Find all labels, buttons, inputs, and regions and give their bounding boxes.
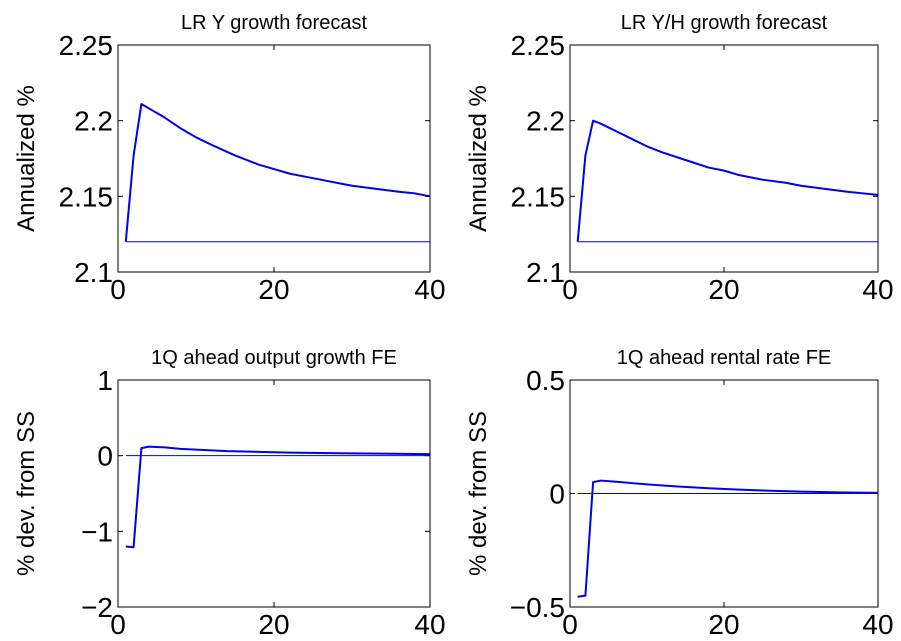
chart-1-title: LR Y growth forecast xyxy=(181,12,367,34)
chart-4-xtick-label-1: 20 xyxy=(708,609,739,640)
chart-1-xtick-label-2: 40 xyxy=(414,274,445,305)
chart-4-ylabel: % dev. from SS xyxy=(465,411,492,576)
chart-4-ytick-label-2: 0.5 xyxy=(526,365,565,396)
chart-4-ytick-label-1: 0 xyxy=(549,479,565,510)
chart-2-ytick-label-3: 2.25 xyxy=(511,30,566,61)
chart-1-ytick-label-3: 2.25 xyxy=(59,30,114,61)
chart-1-ytick-label-2: 2.2 xyxy=(74,106,113,137)
chart-4-response-line xyxy=(577,479,879,598)
chart-4-xtick-label-2: 40 xyxy=(862,609,893,640)
chart-3-title: 1Q ahead output growth FE xyxy=(151,347,397,369)
chart-1-xtick-label-0: 0 xyxy=(110,274,126,305)
chart-2-title: LR Y/H growth forecast xyxy=(621,12,828,34)
chart-2-axes-box xyxy=(569,44,879,273)
chart-1-ytick-label-1: 2.15 xyxy=(59,181,114,212)
chart-3-ytick-label-0: −2 xyxy=(81,592,113,623)
chart-1-ytick-label-0: 2.1 xyxy=(74,257,113,288)
chart-3-response-line xyxy=(125,445,431,549)
chart-2-ytick-label-0: 2.1 xyxy=(526,257,565,288)
chart-3-xtick-label-0: 0 xyxy=(110,609,126,640)
chart-3-xtick-label-2: 40 xyxy=(414,609,445,640)
chart-2-xtick-label-2: 40 xyxy=(862,274,893,305)
chart-1-axes-box xyxy=(117,44,431,273)
chart-4-title: 1Q ahead rental rate FE xyxy=(617,347,832,369)
chart-2-ytick-label-1: 2.15 xyxy=(511,181,566,212)
chart-4-xtick-label-0: 0 xyxy=(562,609,578,640)
chart-1-xtick-label-1: 20 xyxy=(258,274,289,305)
chart-2-ylabel: Annualized % xyxy=(465,85,492,232)
chart-3-ytick-label-2: 0 xyxy=(97,441,113,472)
chart-4-ytick-label-0: −0.5 xyxy=(510,592,565,623)
chart-3-xtick-label-1: 20 xyxy=(258,609,289,640)
chart-2-xtick-label-0: 0 xyxy=(562,274,578,305)
chart-3-axes-box xyxy=(117,379,431,608)
chart-3-ylabel: % dev. from SS xyxy=(13,411,40,576)
chart-1-ylabel: Annualized % xyxy=(13,85,40,232)
chart-2-xtick-label-1: 20 xyxy=(708,274,739,305)
chart-3-ytick-label-1: −1 xyxy=(81,516,113,547)
chart-2-ytick-label-2: 2.2 xyxy=(526,106,565,137)
chart-1-response-line xyxy=(124,103,431,242)
chart-3-ytick-label-3: 1 xyxy=(97,365,113,396)
chart-2-response-line xyxy=(576,119,879,242)
